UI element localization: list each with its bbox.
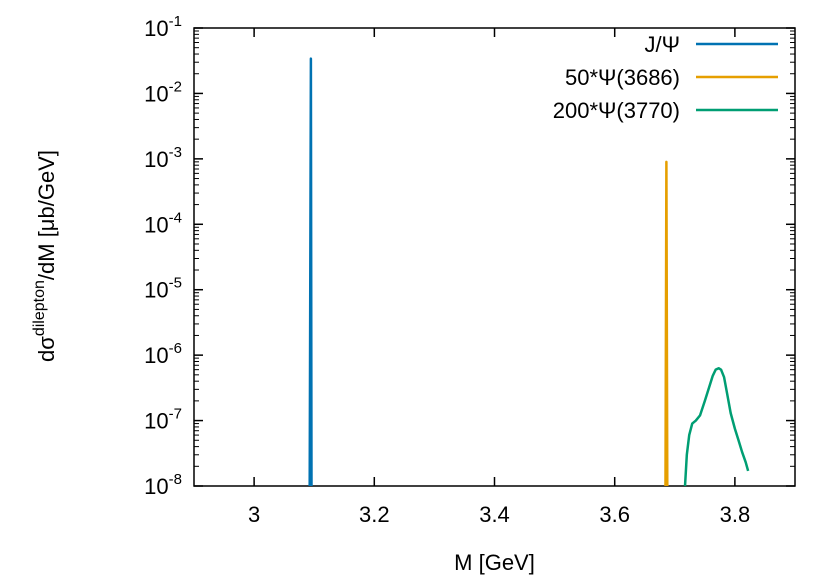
y-tick-exponent: -8 [169,471,182,488]
x-tick-label: 3.6 [599,502,630,527]
y-tick-base: 10 [144,343,168,368]
y-tick-label: 10-4 [144,209,182,237]
y-tick-label: 10-7 [144,406,182,434]
y-axis-title-rest: /dM [μb/GeV] [34,150,59,280]
y-tick-label: 10-8 [144,471,182,499]
y-tick-label: 10-3 [144,144,182,172]
y-tick-exponent: -5 [169,275,182,292]
y-tick-exponent: -4 [169,209,182,226]
y-axis-title-base: dσ [34,336,59,362]
legend-label-3: 200*Ψ(3770) [553,98,680,123]
x-tick-label: 3.2 [359,502,390,527]
y-tick-base: 10 [144,16,168,41]
series-line-2 [664,160,669,487]
y-tick-label: 10-6 [144,340,182,368]
y-tick-base: 10 [144,81,168,106]
x-tick-label: 3.4 [479,502,510,527]
y-tick-base: 10 [144,147,168,172]
y-tick-base: 10 [144,409,168,434]
legend-label-2: 50*Ψ(3686) [565,65,680,90]
y-axis-title-superscript: dilepton [31,280,48,336]
series-line-3 [683,367,750,487]
y-tick-exponent: -1 [169,13,182,30]
y-tick-label: 10-2 [144,78,182,106]
y-axis: 10-810-710-610-510-410-310-210-1 [144,13,795,499]
y-tick-label: 10-1 [144,13,182,41]
y-tick-label: 10-5 [144,275,182,303]
legend: J/Ψ 50*Ψ(3686) 200*Ψ(3770) [553,32,778,123]
series-line-1 [308,57,313,487]
x-tick-label: 3 [248,502,260,527]
plot-frame [193,27,796,487]
y-tick-base: 10 [144,278,168,303]
y-tick-exponent: -2 [169,78,182,95]
series-group [308,57,750,487]
x-axis-title: M [GeV] [454,550,535,575]
legend-label-1: J/Ψ [645,32,681,57]
x-axis: 3 3.2 3.4 3.6 3.8 [248,28,750,527]
y-tick-exponent: -6 [169,340,182,357]
y-axis-title: dσdilepton/dM [μb/GeV] [31,150,59,362]
y-tick-exponent: -7 [169,406,182,423]
y-tick-base: 10 [144,212,168,237]
y-tick-base: 10 [144,474,168,499]
x-tick-label: 3.8 [720,502,751,527]
y-tick-exponent: -3 [169,144,182,161]
